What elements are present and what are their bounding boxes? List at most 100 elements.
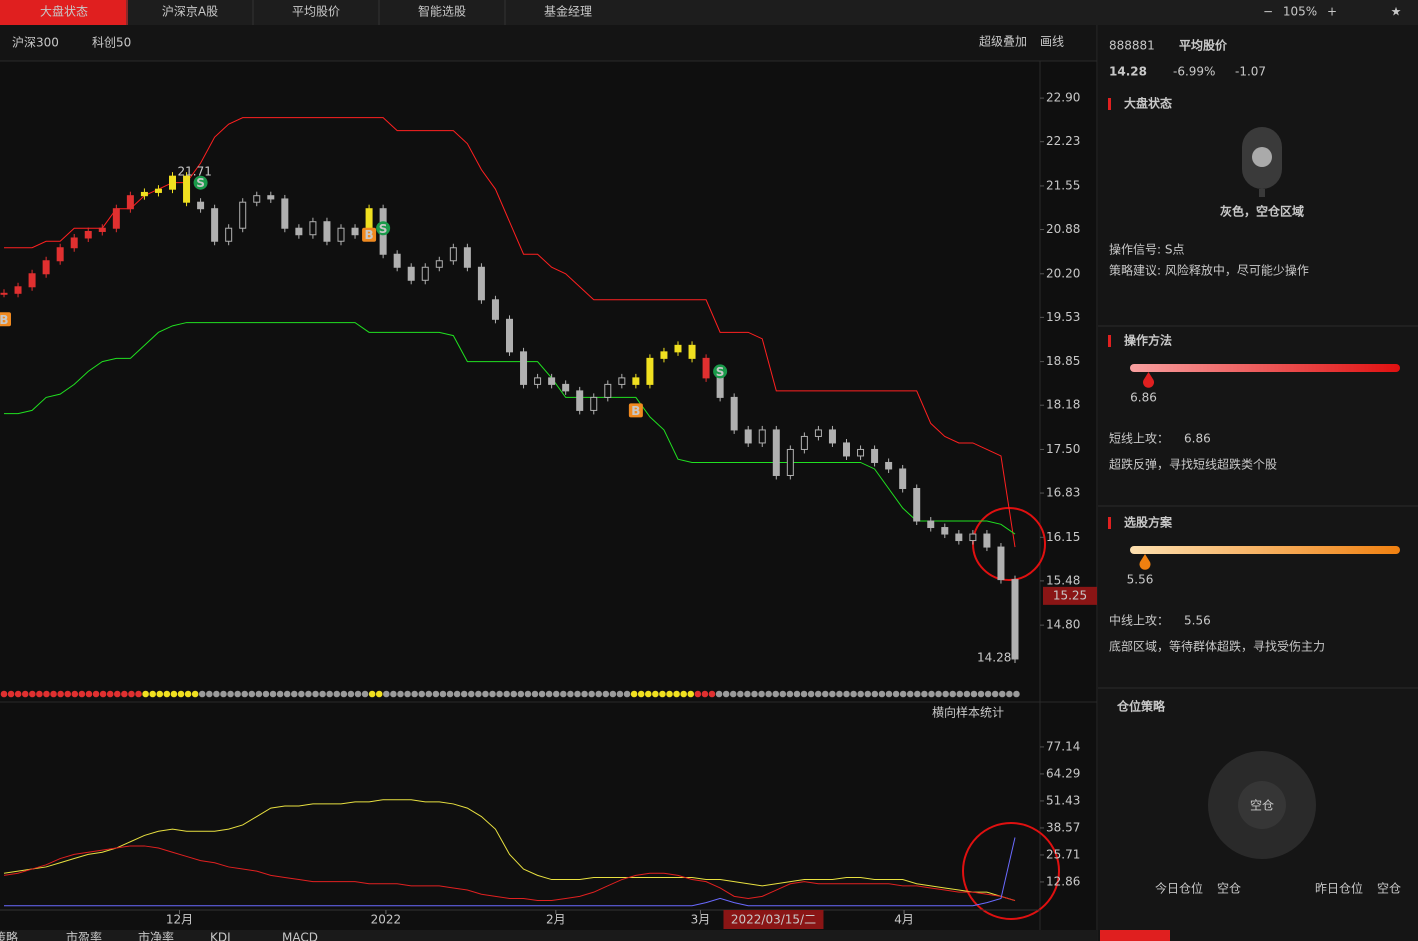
short-value: 6.86 (1184, 432, 1211, 446)
status-dot (340, 690, 348, 698)
y-tick-label: 21.55 (1046, 178, 1080, 192)
tab[interactable]: 基金经理 (544, 4, 592, 19)
bottom-tab[interactable]: KDJ (210, 931, 231, 941)
series-line (3, 845, 1016, 902)
tab[interactable]: 大盘状态 (40, 4, 88, 19)
status-dot (871, 690, 879, 698)
status-dot (121, 690, 128, 698)
candle (1011, 579, 1019, 660)
status-dot (305, 690, 312, 698)
status-dot (623, 690, 631, 698)
tool-button[interactable]: 画线 (1040, 35, 1064, 49)
candle (688, 344, 696, 359)
status-dot (687, 690, 695, 698)
candle (744, 429, 752, 444)
status-dot (708, 690, 716, 698)
tool-button[interactable]: 超级叠加 (979, 34, 1027, 49)
tab[interactable]: 平均股价 (292, 5, 340, 19)
status-dot (475, 690, 482, 698)
bottom-tab[interactable]: 市盈率 (66, 930, 102, 941)
price-marker-label: 15.25 (1053, 588, 1087, 602)
status-dot (149, 690, 156, 698)
status-dot (397, 690, 404, 698)
status-dot (227, 690, 234, 698)
candle (843, 442, 850, 457)
candle (941, 527, 949, 535)
status-dot (283, 690, 291, 698)
toolbar-icon[interactable]: + (1327, 5, 1337, 19)
bottom-tab[interactable]: MACD (282, 931, 318, 941)
candle (716, 377, 724, 398)
status-dot (821, 690, 829, 698)
gauge-bar (1130, 364, 1400, 372)
status-dot (644, 690, 652, 698)
bottom-tab[interactable]: 策略 (0, 930, 18, 941)
today-value: 空仓 (1217, 882, 1241, 896)
index-tab[interactable]: 沪深300 (12, 36, 59, 50)
status-dot (503, 690, 510, 698)
status-dot (864, 690, 872, 698)
position-button-label[interactable]: 空仓 (1250, 799, 1274, 813)
bottom-tab[interactable]: 市净率 (138, 930, 174, 941)
candle (169, 175, 176, 190)
status-dot (560, 690, 567, 698)
position-button-inner[interactable] (1238, 781, 1286, 829)
signal-icon (193, 175, 208, 190)
status-dot (928, 690, 935, 698)
candle (183, 175, 191, 203)
stock-price: 14.28 (1109, 65, 1147, 79)
candle (576, 390, 584, 411)
candle (295, 227, 303, 236)
section-title: 仓位策略 (1116, 699, 1166, 714)
status-dot (7, 690, 15, 698)
status-dot (581, 690, 588, 698)
status-dot (418, 690, 426, 698)
status-dot (241, 690, 249, 698)
status-dot (538, 690, 546, 698)
status-dot (942, 690, 949, 698)
status-dot (949, 690, 957, 698)
tab[interactable]: 沪深京A股 (162, 5, 218, 19)
bottom-active-tab[interactable] (1100, 930, 1170, 941)
status-dot (998, 690, 1006, 698)
status-dot (333, 690, 341, 698)
status-dot (255, 690, 263, 698)
status-dot (737, 690, 744, 698)
y-tick-label: 18.18 (1046, 398, 1080, 412)
candle (126, 195, 134, 210)
candle (520, 351, 528, 385)
status-dot (213, 690, 220, 698)
section-mark (1108, 335, 1111, 347)
candle (969, 533, 977, 542)
candle (548, 377, 556, 385)
candle (800, 435, 808, 450)
candle (562, 383, 570, 392)
status-dot (588, 690, 595, 698)
signal-icon (628, 403, 643, 418)
active-tab[interactable] (0, 0, 128, 25)
toolbar-icon[interactable]: − (1263, 5, 1273, 19)
cursor-label: 2022/03/15/二 (731, 913, 816, 927)
status-dot (248, 690, 256, 698)
candle (463, 247, 471, 268)
yesterday-label: 昨日仓位 (1315, 881, 1363, 896)
section-title: 操作方法 (1124, 333, 1172, 348)
candle (814, 429, 822, 437)
status-dot (36, 690, 43, 698)
candle (56, 247, 64, 262)
status-dot (715, 690, 723, 698)
status-dot (453, 690, 461, 698)
toolbar-icon[interactable]: ★ (1391, 5, 1402, 19)
status-dot (411, 690, 418, 698)
status-dot (843, 690, 850, 698)
y-tick-label: 16.83 (1046, 486, 1080, 500)
sub-bar (0, 25, 1097, 61)
y-tick-label: 22.90 (1046, 91, 1080, 105)
tab[interactable]: 智能选股 (418, 4, 466, 19)
candle (42, 260, 50, 275)
x-tick-label: 2022 (371, 913, 402, 927)
index-tab[interactable]: 科创50 (92, 36, 131, 50)
candle (997, 546, 1005, 581)
y-tick-label: 17.50 (1046, 442, 1080, 456)
